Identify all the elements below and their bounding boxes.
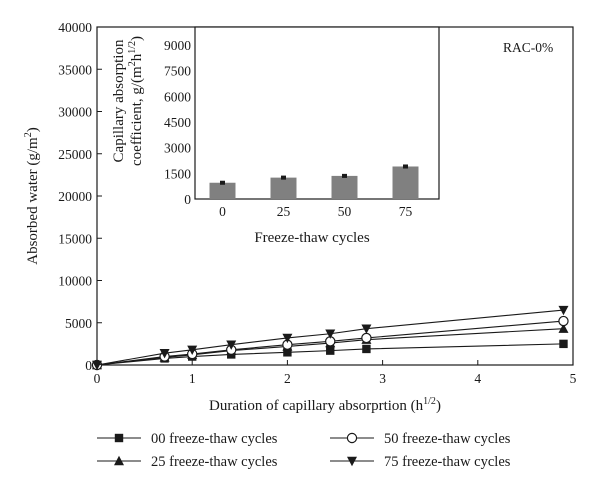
y-axis-title: Absorbed water (g/m2) (23, 127, 41, 264)
x-axis-title: Duration of capillary absorprtion (h1/2) (209, 396, 441, 414)
inset-bar (331, 175, 358, 199)
inset-background (195, 27, 439, 247)
series-line (96, 309, 564, 366)
y-tick-label: 0 (85, 358, 92, 373)
legend-item-0: 00 freeze-thaw cycles (97, 431, 278, 447)
annotation-label: RAC-0% (503, 40, 553, 55)
series-2 (91, 315, 569, 371)
data-point (325, 329, 336, 339)
inset-y-tick-label: 3000 (164, 141, 191, 156)
inset-error-bar (220, 180, 225, 185)
inset-x-tick-label: 50 (338, 204, 352, 219)
data-point (361, 332, 372, 344)
data-point (361, 324, 372, 334)
inset-y-axis-title-sup2: 1/2 (127, 41, 138, 54)
inset-x-tick-label: 0 (219, 204, 226, 219)
x-tick-label: 1 (189, 371, 196, 386)
data-point (558, 315, 569, 327)
inset-bar (209, 182, 236, 199)
inset-error-bar (281, 175, 286, 180)
inset-y-tick-label: 1500 (164, 166, 191, 181)
inset-error-bar (403, 164, 408, 169)
data-point (558, 323, 569, 333)
legend-label: 75 freeze-thaw cycles (384, 454, 511, 470)
legend-marker (347, 456, 357, 467)
legend-item-1: 25 freeze-thaw cycles (97, 454, 278, 470)
data-point (159, 348, 170, 359)
inset-y-axis-title-line1-text: Capillary absorption (111, 39, 127, 162)
inset-y-axis-title-sup1: 2 (127, 61, 138, 66)
inset-y-axis-title-line2: coefficient, g/(m2h1/2) (127, 36, 145, 166)
legend-marker (114, 433, 124, 443)
legend-marker (346, 432, 358, 444)
data-point (187, 345, 198, 355)
inset-x-tick-label: 75 (399, 204, 413, 219)
y-axis-title-text: Absorbed water (g/m (25, 137, 41, 265)
data-point (283, 348, 292, 357)
inset-frame (194, 26, 440, 200)
inset-y-tick-label: 4500 (164, 115, 191, 130)
y-tick-label: 30000 (58, 105, 92, 120)
x-tick-label: 2 (284, 371, 291, 386)
legend-item-3: 75 freeze-thaw cycles (330, 454, 511, 470)
data-point (362, 344, 371, 354)
data-point (226, 340, 237, 350)
legend-label: 00 freeze-thaw cycles (151, 431, 278, 447)
x-tick-label: 3 (379, 371, 386, 386)
x-tick-label: 5 (570, 371, 577, 386)
data-point (558, 305, 569, 316)
inset-error-bar (342, 173, 347, 178)
legend-marker (114, 455, 124, 466)
y-tick-label: 40000 (58, 20, 92, 35)
y-axis-title-sup: 2 (23, 132, 34, 137)
inset-y-tick-label: 6000 (164, 89, 191, 104)
y-tick-label: 10000 (58, 274, 92, 289)
inset-x-axis-title: Freeze-thaw cycles (254, 230, 370, 246)
inset-y-tick-label: 7500 (164, 64, 191, 79)
y-tick-label: 35000 (58, 62, 92, 77)
y-tick-label: 15000 (58, 231, 92, 246)
data-point (559, 339, 568, 349)
inset-y-tick-label: 0 (184, 192, 191, 207)
series-3 (92, 305, 569, 371)
inset-bar (270, 177, 297, 199)
y-axis-title-close: ) (25, 127, 41, 132)
legend-label: 50 freeze-thaw cycles (384, 431, 511, 447)
x-axis-title-close: ) (436, 398, 441, 414)
inset-y-axis-title-line2-text: coefficient, g/(m (129, 66, 145, 166)
y-tick-label: 25000 (58, 147, 92, 162)
x-tick-label: 4 (474, 371, 481, 386)
y-tick-label: 20000 (58, 189, 92, 204)
inset-y-axis-title-close: ) (129, 36, 145, 41)
y-tick-label: 5000 (65, 316, 92, 331)
data-point (92, 360, 102, 371)
data-point (282, 333, 293, 344)
inset-x-tick-label: 25 (277, 204, 291, 219)
inset-y-tick-label: 9000 (164, 38, 191, 53)
legend-item-2: 50 freeze-thaw cycles (330, 431, 511, 447)
inset-bar (392, 166, 419, 199)
inset-y-axis-title-mid: h (129, 53, 145, 61)
x-tick-label: 0 (94, 371, 101, 386)
x-axis-title-text: Duration of capillary absorprtion (h (209, 398, 424, 414)
legend-label: 25 freeze-thaw cycles (151, 454, 278, 470)
data-point (326, 346, 335, 355)
inset-y-axis-title-line1: Capillary absorption (111, 39, 127, 162)
x-axis-title-sup: 1/2 (423, 396, 436, 407)
